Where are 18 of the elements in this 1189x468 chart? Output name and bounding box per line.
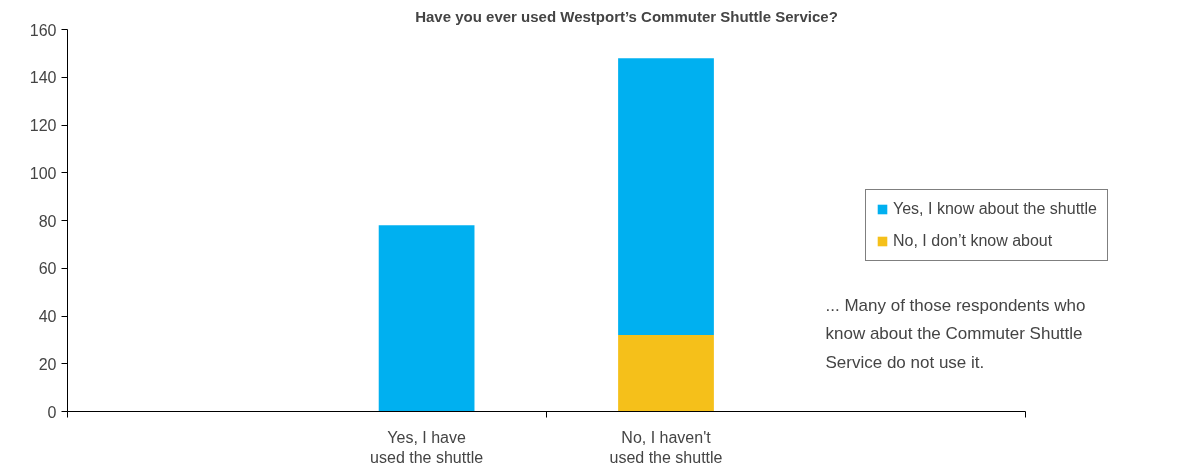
y-tick-label: 80	[38, 212, 57, 230]
x-tick-label: No, I haven't used the shuttle	[609, 428, 723, 466]
y-tick-label: 20	[38, 355, 57, 373]
y-tick-label: 140	[29, 69, 57, 87]
bar	[378, 225, 475, 412]
bar	[618, 58, 714, 336]
y-tick-label: 160	[29, 21, 57, 39]
x-tick-label: Yes, I have used the shuttle	[370, 428, 484, 466]
y-tick-label: 40	[38, 308, 57, 325]
y-tick-label: 100	[29, 164, 57, 182]
legend-label: Yes, I know about the shuttle	[893, 200, 1097, 218]
y-tick-label: 120	[29, 117, 57, 134]
y-tick-label: 60	[38, 260, 57, 278]
bar	[618, 335, 714, 412]
annotation: ... Many of those respondents who know about the Commuter Shuttle Service do not use it.	[825, 295, 1086, 372]
chart-title: Have you ever used Westport’s Commuter Shuttle Service?	[415, 7, 838, 25]
legend-label: No, I don’t know about	[893, 232, 1053, 250]
y-tick-label: 0	[47, 403, 57, 421]
